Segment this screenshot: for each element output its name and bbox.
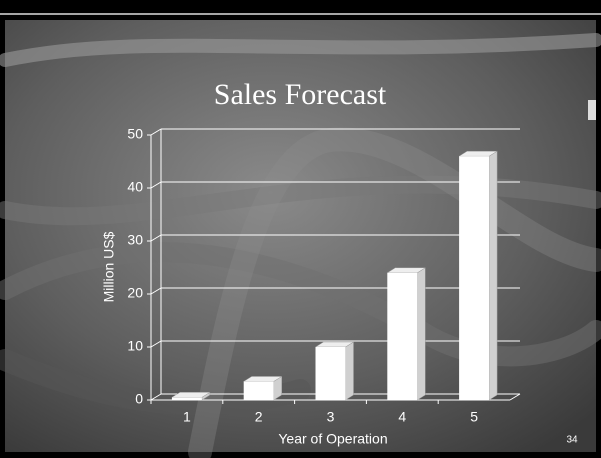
bar <box>171 397 202 400</box>
x-tick-label: 1 <box>183 409 191 425</box>
x-tick-label: 4 <box>398 409 406 425</box>
y-tick-label: 20 <box>127 285 143 301</box>
bar-side <box>488 150 498 401</box>
grid-line <box>150 340 162 348</box>
x-tick-label: 3 <box>327 409 335 425</box>
grid-line <box>150 393 162 401</box>
y-axis-title: Million US$ <box>101 231 117 302</box>
y-tick-label: 10 <box>127 338 143 354</box>
grid-line <box>150 234 162 242</box>
grid-line <box>150 287 162 295</box>
bar <box>387 272 418 400</box>
grid-line <box>150 181 162 189</box>
x-tick-label: 2 <box>255 409 263 425</box>
bar <box>459 156 490 400</box>
y-tick-label: 0 <box>135 391 143 407</box>
slide-number: 34 <box>566 435 578 446</box>
bar-side <box>345 341 354 401</box>
y-tick-label: 30 <box>127 232 143 248</box>
floor-edge <box>509 393 521 401</box>
bar <box>315 347 346 400</box>
grid-line <box>150 128 162 136</box>
bar <box>243 381 274 400</box>
slide-title: Sales Forecast <box>214 78 387 111</box>
y-tick-label: 40 <box>127 179 143 195</box>
bar-side <box>417 267 426 401</box>
x-tick-label: 5 <box>470 409 478 425</box>
y-tick-label: 50 <box>127 126 143 142</box>
x-axis-title: Year of Operation <box>278 431 387 447</box>
